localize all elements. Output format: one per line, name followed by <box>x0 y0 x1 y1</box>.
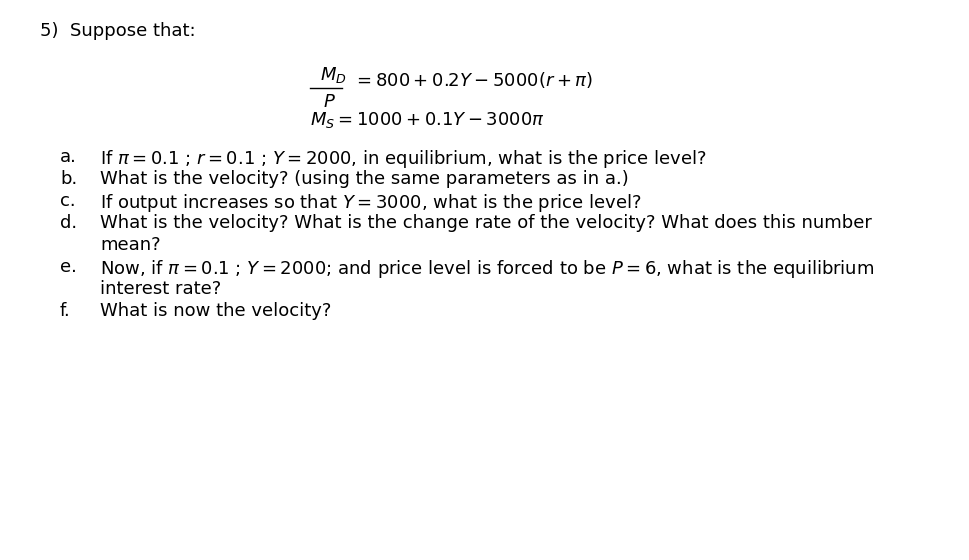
Text: What is the velocity? What is the change rate of the velocity? What does this nu: What is the velocity? What is the change… <box>100 214 872 232</box>
Text: If output increases so that $Y = 3000$, what is the price level?: If output increases so that $Y = 3000$, … <box>100 192 641 214</box>
Text: interest rate?: interest rate? <box>100 280 221 298</box>
Text: 5)  Suppose that:: 5) Suppose that: <box>40 22 196 40</box>
Text: $= 800 + 0.2Y - 5000(r + \pi)$: $= 800 + 0.2Y - 5000(r + \pi)$ <box>353 70 593 90</box>
Text: b.: b. <box>60 170 78 188</box>
Text: Now, if $\pi = 0.1$ ; $Y = 2000$; and price level is forced to be $P = 6$, what : Now, if $\pi = 0.1$ ; $Y = 2000$; and pr… <box>100 258 874 280</box>
Text: What is now the velocity?: What is now the velocity? <box>100 302 331 320</box>
Text: d.: d. <box>60 214 78 232</box>
Text: What is the velocity? (using the same parameters as in a.): What is the velocity? (using the same pa… <box>100 170 629 188</box>
Text: $M_S = 1000 + 0.1Y - 3000\pi$: $M_S = 1000 + 0.1Y - 3000\pi$ <box>310 110 545 130</box>
Text: a.: a. <box>60 148 77 166</box>
Text: $P$: $P$ <box>323 93 336 111</box>
Text: mean?: mean? <box>100 236 161 254</box>
Text: e.: e. <box>60 258 77 276</box>
Text: If $\pi = 0.1$ ; $r = 0.1$ ; $Y = 2000$, in equilibrium, what is the price level: If $\pi = 0.1$ ; $r = 0.1$ ; $Y = 2000$,… <box>100 148 706 170</box>
Text: c.: c. <box>60 192 76 210</box>
Text: $M_D$: $M_D$ <box>320 65 347 85</box>
Text: f.: f. <box>60 302 71 320</box>
